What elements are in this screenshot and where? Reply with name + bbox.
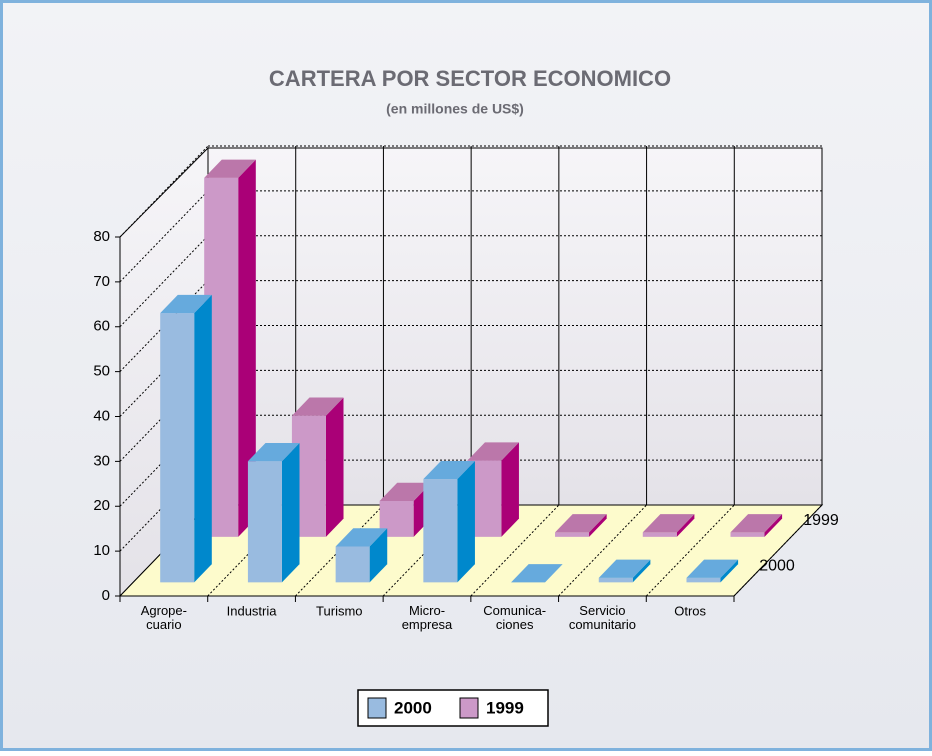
y-tick-label: 30 [93, 452, 110, 469]
bar-front [599, 578, 633, 582]
bar-front [643, 532, 677, 536]
bar-side [457, 461, 475, 582]
bar [423, 461, 475, 582]
y-tick-label: 10 [93, 542, 110, 559]
depth-label: 2000 [759, 558, 795, 575]
y-tick-label: 20 [93, 497, 110, 514]
chart-subtitle: (en millones de US$) [386, 101, 524, 117]
bar-front [336, 546, 370, 582]
bar-front [730, 532, 764, 536]
y-tick-label: 50 [93, 363, 110, 380]
bar [467, 442, 519, 536]
y-tick-label: 60 [93, 318, 110, 335]
depth-label: 1999 [803, 512, 839, 529]
y-tick-label: 0 [102, 587, 110, 604]
bar-front [423, 479, 457, 582]
bar-front [160, 313, 194, 582]
bar [160, 295, 212, 582]
legend-swatch [460, 698, 478, 718]
legend-label: 2000 [394, 698, 432, 717]
bar [248, 443, 300, 582]
x-tick-label: Turismo [316, 603, 362, 618]
x-tick-label: Agrope-cuario [141, 603, 187, 632]
bar-front [686, 578, 720, 582]
bar-side [282, 443, 300, 582]
bar-side [326, 397, 344, 536]
y-tick-label: 40 [93, 407, 110, 424]
legend-label: 1999 [486, 698, 524, 717]
y-tick-label: 70 [93, 273, 110, 290]
y-tick-label: 80 [93, 228, 110, 245]
chart-title: CARTERA POR SECTOR ECONOMICO [269, 66, 671, 91]
bar-side [194, 295, 212, 582]
legend-swatch [368, 698, 386, 718]
bar [292, 397, 344, 536]
x-tick-label: Otros [674, 603, 706, 618]
x-tick-label: Industria [227, 603, 278, 618]
bar-front [555, 532, 589, 536]
bar-front [248, 461, 282, 582]
